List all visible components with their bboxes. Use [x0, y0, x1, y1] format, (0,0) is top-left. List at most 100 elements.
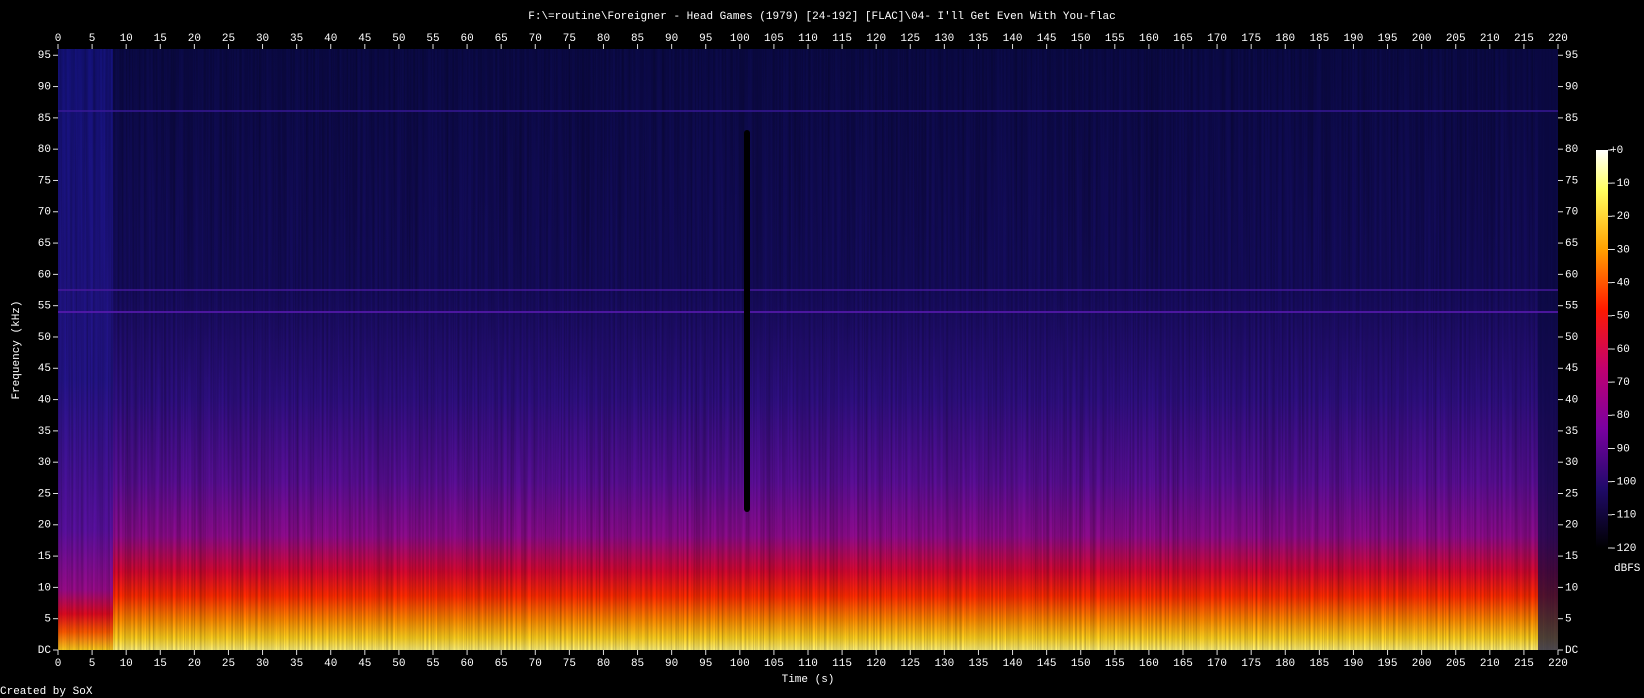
y-tick-label: 45: [38, 363, 51, 375]
x-tick-label: 45: [358, 33, 371, 45]
y-tick-label: 50: [38, 332, 51, 344]
colorbar-tick-label: +0: [1610, 145, 1623, 157]
x-tick-label: 215: [1514, 658, 1534, 670]
y-tick-label: 35: [1565, 426, 1578, 438]
x-tick-label: 0: [55, 33, 62, 45]
x-tick-label: 210: [1480, 33, 1500, 45]
y-tick-label: 25: [1565, 488, 1578, 500]
spectral-line: [58, 311, 1558, 313]
x-tick-label: 130: [934, 658, 954, 670]
x-tick-label: 75: [563, 33, 576, 45]
colorbar-tick-label: -120: [1610, 543, 1636, 555]
x-tick-label: 100: [730, 658, 750, 670]
x-tick-label: 130: [934, 33, 954, 45]
x-tick-label: 10: [120, 658, 133, 670]
y-tick-label: 55: [38, 301, 51, 313]
x-tick-label: 110: [798, 33, 818, 45]
x-tick-label: 180: [1275, 658, 1295, 670]
x-tick-label: 95: [699, 658, 712, 670]
x-tick-label: 60: [460, 33, 473, 45]
y-tick-label: 20: [1565, 520, 1578, 532]
x-tick-label: 60: [460, 658, 473, 670]
y-tick-label: 30: [38, 457, 51, 469]
x-tick-label: 125: [900, 658, 920, 670]
x-tick-label: 90: [665, 33, 678, 45]
x-tick-label: 55: [426, 33, 439, 45]
x-tick-label: 35: [290, 658, 303, 670]
colorbar-tick-label: -20: [1610, 211, 1630, 223]
x-tick-label: 170: [1207, 658, 1227, 670]
y-tick-label: 40: [1565, 394, 1578, 406]
x-tick-label: 85: [631, 658, 644, 670]
x-tick-label: 80: [597, 33, 610, 45]
spectrogram-texture: [58, 49, 1558, 650]
y-tick-label: 15: [38, 551, 51, 563]
x-tick-label: 160: [1139, 33, 1159, 45]
y-tick-label: 5: [44, 614, 51, 626]
x-tick-label: 220: [1548, 33, 1568, 45]
x-tick-label: 160: [1139, 658, 1159, 670]
spectral-line: [58, 289, 1558, 291]
x-tick-label: 5: [89, 658, 96, 670]
y-tick-label: 80: [38, 144, 51, 156]
dropout: [744, 130, 750, 512]
x-tick-label: 120: [866, 658, 886, 670]
y-tick-label: 85: [1565, 113, 1578, 125]
y-tick-label: 95: [1565, 50, 1578, 62]
colorbar-tick-label: -70: [1610, 377, 1630, 389]
y-tick-label: 55: [1565, 301, 1578, 313]
x-tick-label: 90: [665, 658, 678, 670]
x-tick-label: 5: [89, 33, 96, 45]
x-tick-label: 20: [188, 658, 201, 670]
x-tick-label: 145: [1037, 33, 1057, 45]
y-tick-label: 50: [1565, 332, 1578, 344]
colorbar: [1596, 150, 1608, 548]
y-tick-label: 70: [38, 207, 51, 219]
x-tick-label: 185: [1309, 658, 1329, 670]
y-tick-label: 60: [1565, 269, 1578, 281]
x-tick-label: 105: [764, 33, 784, 45]
x-tick-label: 150: [1071, 658, 1091, 670]
colorbar-tick-label: -100: [1610, 477, 1636, 489]
x-tick-label: 20: [188, 33, 201, 45]
colorbar-tick-label: -30: [1610, 244, 1630, 256]
x-tick-label: 30: [256, 33, 269, 45]
x-tick-label: 175: [1241, 33, 1261, 45]
x-tick-label: 140: [1003, 658, 1023, 670]
colorbar-label: dBFS: [1614, 563, 1641, 575]
footer: Created by SoX: [0, 686, 93, 698]
colorbar-tick-label: -80: [1610, 410, 1630, 422]
x-tick-label: 25: [222, 658, 235, 670]
y-tick-label: 45: [1565, 363, 1578, 375]
x-tick-label: 15: [154, 33, 167, 45]
spectral-line: [58, 110, 1558, 112]
x-tick-label: 215: [1514, 33, 1534, 45]
x-tick-label: 40: [324, 658, 337, 670]
x-tick-label: 45: [358, 658, 371, 670]
x-tick-label: 100: [730, 33, 750, 45]
x-tick-label: 140: [1003, 33, 1023, 45]
y-tick-label: 35: [38, 426, 51, 438]
x-tick-label: 200: [1412, 658, 1432, 670]
x-tick-label: 70: [529, 658, 542, 670]
x-tick-label: 15: [154, 658, 167, 670]
y-axis-label: Frequency (kHz): [11, 300, 23, 399]
chart-title: F:\=routine\Foreigner - Head Games (1979…: [528, 11, 1116, 23]
x-tick-label: 200: [1412, 33, 1432, 45]
x-tick-label: 70: [529, 33, 542, 45]
x-tick-label: 155: [1105, 658, 1125, 670]
y-tick-label: 95: [38, 50, 51, 62]
x-tick-label: 195: [1378, 33, 1398, 45]
x-tick-label: 110: [798, 658, 818, 670]
x-tick-label: 195: [1378, 658, 1398, 670]
y-tick-label: 40: [38, 394, 51, 406]
y-tick-label: DC: [38, 645, 52, 657]
y-tick-label: 90: [1565, 81, 1578, 93]
x-tick-label: 50: [392, 33, 405, 45]
colorbar-tick-label: -10: [1610, 178, 1630, 190]
x-tick-label: 30: [256, 658, 269, 670]
y-tick-label: 15: [1565, 551, 1578, 563]
y-tick-label: 25: [38, 488, 51, 500]
y-tick-label: 65: [1565, 238, 1578, 250]
x-tick-label: 10: [120, 33, 133, 45]
